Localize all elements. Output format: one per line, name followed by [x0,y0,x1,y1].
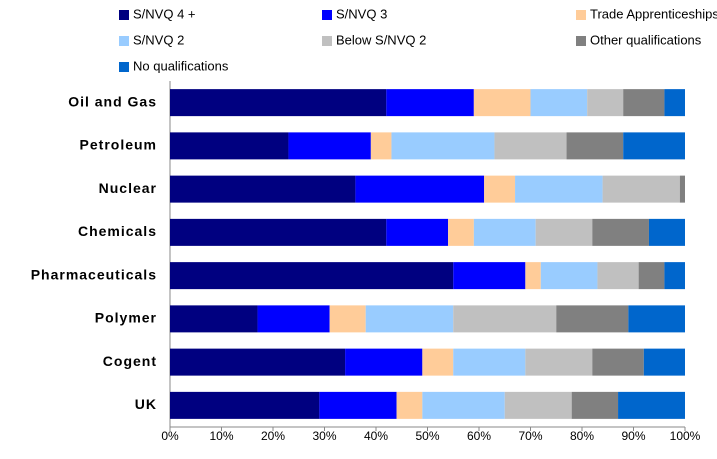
category-label: Petroleum [80,137,157,153]
bar-segment [664,89,685,117]
bar-segment [355,175,485,203]
bar-segment [473,89,531,117]
category-label: Oil and Gas [68,93,157,109]
bar-segment [365,305,454,333]
bar-segment [422,391,505,419]
x-tick-label: 90% [621,429,645,443]
bar-segment [170,218,387,246]
x-tick-label: 20% [261,429,285,443]
bar-segment [170,391,320,419]
bar-segment [515,175,603,203]
bar-segment [453,348,526,376]
legend-label: No qualifications [133,58,229,73]
category-label: Nuclear [99,180,157,196]
legend-swatch [576,10,586,20]
bar-segment [453,262,526,290]
bar-segment [602,175,680,203]
bar-segment [618,391,685,419]
bar-segment [628,305,685,333]
bar-segment [587,89,624,117]
x-tick-label: 10% [209,429,233,443]
bar-segment [623,89,665,117]
bar-segment [170,305,258,333]
bar-segment [170,132,289,160]
bar-segment [571,391,619,419]
bar-segment [597,262,639,290]
bar-segment [643,348,685,376]
bar-segment [370,132,392,160]
bar-segment [170,262,454,290]
bar-segment [535,218,593,246]
bar-segment [623,132,685,160]
bar-segment [170,89,387,117]
bar-segment [525,348,593,376]
x-tick-label: 80% [570,429,594,443]
bar-segment [473,218,536,246]
bar-segment [386,218,449,246]
x-tick-label: 0% [161,429,179,443]
bar-segment [592,348,644,376]
bar-segment [396,391,423,419]
bar-segment [257,305,330,333]
legend-swatch [119,36,129,46]
legend-label: Other qualifications [590,32,702,47]
bar-segment [664,262,685,290]
bar-segment [494,132,567,160]
bar-segment [504,391,572,419]
x-tick-label: 60% [467,429,491,443]
category-label: Polymer [95,310,157,326]
legend-swatch [119,10,129,20]
x-tick-label: 70% [518,429,542,443]
bar-segment [391,132,495,160]
legend-swatch [576,36,586,46]
category-label: Pharmaceuticals [31,266,157,282]
bar-segment [530,89,588,117]
bar-segment [484,175,516,203]
bar-segment [679,175,685,203]
bar-segment [525,262,541,290]
bar-segment [592,218,649,246]
bar-segment [329,305,366,333]
bar-segment [638,262,665,290]
bar-segment [453,305,557,333]
category-label: Cogent [103,353,157,369]
bar-segment [556,305,629,333]
legend-swatch [322,10,332,20]
legend-swatch [322,36,332,46]
category-label: UK [135,396,157,412]
bar-segment [345,348,423,376]
legend-swatch [119,62,129,72]
legend-label: Trade Apprenticeships [590,6,717,21]
x-tick-label: 30% [312,429,336,443]
legend-label: S/NVQ 4 + [133,6,196,21]
bar-segment [540,262,598,290]
bar-segment [422,348,454,376]
legend-label: Below S/NVQ 2 [336,32,426,47]
bar-segment [170,348,346,376]
bar-segment [170,175,356,203]
legend-label: S/NVQ 2 [133,32,184,47]
bar-segment [566,132,624,160]
bar-segment [386,89,474,117]
x-tick-label: 40% [364,429,388,443]
x-tick-label: 50% [415,429,439,443]
bar-segment [319,391,397,419]
bar-segment [648,218,685,246]
bar-segment [288,132,371,160]
x-tick-label: 100% [670,429,701,443]
category-label: Chemicals [78,223,157,239]
legend-label: S/NVQ 3 [336,6,387,21]
bar-segment [448,218,474,246]
